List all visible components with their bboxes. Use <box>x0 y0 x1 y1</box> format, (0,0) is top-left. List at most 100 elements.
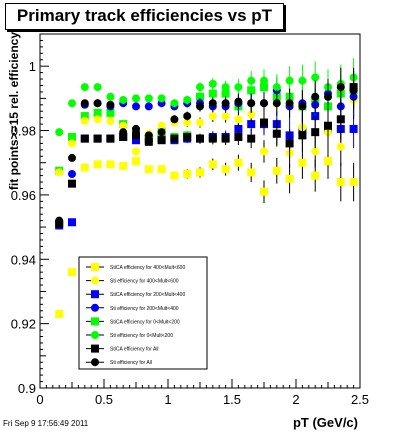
data-point-circle <box>298 102 307 111</box>
data-point-square <box>68 268 76 277</box>
data-point-circle <box>234 97 243 106</box>
data-point-circle <box>311 92 320 101</box>
data-point-square <box>221 165 230 174</box>
data-point-circle <box>106 100 115 109</box>
data-point-square <box>196 134 204 143</box>
data-point-square <box>285 139 294 148</box>
data-point-circle <box>157 121 166 130</box>
data-point-circle <box>298 76 307 85</box>
data-point-circle <box>132 102 140 111</box>
data-point-square <box>349 124 358 133</box>
data-point-circle <box>106 116 115 125</box>
y-tick-label: 0.92 <box>11 317 36 332</box>
data-point-square <box>132 157 140 166</box>
data-point-square <box>170 171 179 180</box>
data-point-square <box>183 132 192 141</box>
data-point-circle <box>55 128 64 137</box>
data-point-square <box>183 169 192 178</box>
data-point-circle <box>119 95 128 104</box>
data-point-square <box>324 121 332 130</box>
chart-title: Primary track efficiencies vs pT <box>16 6 273 25</box>
data-point-circle <box>55 216 64 225</box>
data-point-circle <box>68 169 76 178</box>
data-point-circle <box>157 94 166 103</box>
legend-label: Sti efficiency for 200<Mult<400 <box>110 306 179 312</box>
data-point-square <box>298 158 307 167</box>
data-point-square <box>247 168 256 177</box>
data-point-square <box>324 157 332 166</box>
axes: 0 0.5 1 1.5 2 2.5 0.9 0.92 0.94 0.96 0.98 1 <box>11 33 369 407</box>
data-point-circle <box>247 76 256 85</box>
data-point-square <box>260 187 268 196</box>
data-point-circle <box>68 153 76 162</box>
data-point-square <box>272 166 281 175</box>
data-point-circle <box>196 102 204 111</box>
data-point-square <box>196 92 204 101</box>
data-point-circle <box>349 86 358 95</box>
data-point-circle <box>157 128 166 137</box>
data-point-square <box>336 178 345 187</box>
data-point-circle <box>260 147 268 156</box>
data-point-circle <box>183 95 192 104</box>
data-point-circle <box>234 115 243 124</box>
data-point-circle <box>272 99 281 108</box>
data-point-circle <box>324 92 332 101</box>
legend-marker-circle <box>91 358 99 367</box>
data-point-circle <box>119 121 128 130</box>
y-axis-label: fit points>=15 rel. efficiency <box>7 32 21 190</box>
legend-label: StiCA efficiency for 0<Mult<200 <box>110 319 180 325</box>
data-point-square <box>80 112 89 121</box>
y-tick-label: 0.96 <box>11 188 36 203</box>
x-tick-label: 1.5 <box>223 392 241 407</box>
data-point-circle <box>68 99 76 108</box>
data-point-circle <box>247 110 256 119</box>
data-point-square <box>55 309 64 318</box>
x-tick-label: 0.5 <box>95 392 113 407</box>
data-point-square <box>311 171 320 180</box>
legend-label: StiCA efficiency for 200<Mult<400 <box>110 292 185 298</box>
data-point-circle <box>106 92 115 101</box>
data-point-circle <box>132 147 140 156</box>
x-tick-label: 2.5 <box>351 392 369 407</box>
data-point-circle <box>336 83 345 92</box>
chart-title-box: Primary track efficiencies vs pT <box>5 3 284 30</box>
data-point-square <box>157 136 166 145</box>
data-point-square <box>221 134 230 143</box>
data-point-circle <box>221 99 230 108</box>
data-markers <box>55 58 358 318</box>
data-point-square <box>93 134 102 143</box>
data-point-circle <box>80 116 89 125</box>
x-tick-label: 1 <box>164 392 171 407</box>
data-point-square <box>247 120 256 129</box>
data-point-square <box>336 115 345 124</box>
data-point-square <box>93 160 102 169</box>
legend-marker-square <box>91 290 99 299</box>
data-point-square <box>208 134 217 143</box>
data-point-square <box>208 89 217 98</box>
data-point-square <box>234 132 243 141</box>
timestamp: Fri Sep 9 17:56:49 2011 <box>3 419 89 428</box>
data-point-circle <box>183 112 192 121</box>
data-point-square <box>311 128 320 137</box>
legend-label: StiCA efficiency for All <box>110 347 159 353</box>
y-tick-label: 0.9 <box>18 381 36 396</box>
data-point-circle <box>208 112 217 121</box>
data-point-circle <box>260 99 268 108</box>
data-point-square <box>272 129 281 138</box>
data-point-square <box>68 132 76 141</box>
data-point-circle <box>119 128 128 137</box>
data-point-circle <box>336 142 345 151</box>
data-point-circle <box>311 73 320 82</box>
legend-marker-square <box>91 263 99 271</box>
data-point-circle <box>144 102 153 111</box>
legend-box <box>78 256 208 370</box>
data-point-square <box>132 136 140 145</box>
legend-marker-circle <box>91 331 99 339</box>
data-point-square <box>298 131 307 140</box>
y-tick-label: 0.98 <box>11 124 36 139</box>
data-point-circle <box>221 112 230 121</box>
data-point-square <box>119 161 128 170</box>
data-point-square <box>196 168 204 177</box>
data-point-square <box>119 132 128 141</box>
